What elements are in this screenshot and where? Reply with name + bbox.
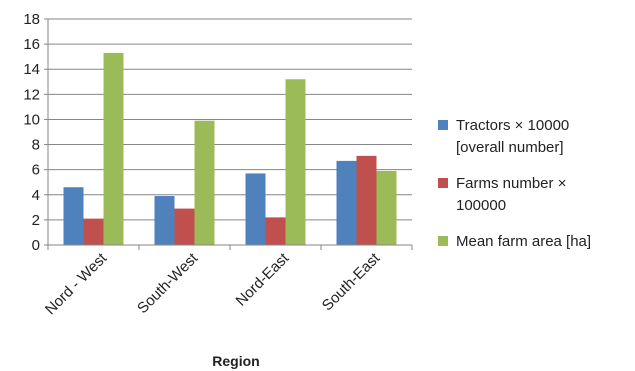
x-tick-label: Nord - West: [42, 249, 111, 318]
y-tick-label: 4: [32, 187, 40, 204]
x-axis-ticks: Nord - West South-West Nord-East South-East: [42, 245, 413, 318]
y-tick-label: 6: [32, 162, 40, 179]
y-tick-label: 14: [23, 61, 40, 78]
legend-swatch-farms: [438, 178, 448, 188]
legend-label-farms: Farms number × 100000: [456, 175, 567, 214]
y-tick-label: 2: [32, 212, 40, 229]
bar: [245, 173, 266, 245]
legend-item-farms: Farms number × 100000: [438, 173, 628, 217]
x-axis-label: Region: [212, 353, 259, 369]
bar: [336, 160, 357, 245]
legend-swatch-tractors: [438, 120, 448, 130]
x-tick-label: Nord-East: [233, 249, 293, 309]
y-tick-label: 0: [32, 237, 40, 254]
bar: [154, 196, 175, 245]
bar: [285, 79, 306, 246]
y-axis-ticks: 0 2 4 6 8 10 12 14 16 18: [23, 11, 48, 254]
bar: [103, 52, 124, 246]
bars: [63, 52, 397, 246]
legend-item-tractors: Tractors × 10000 [overall number]: [438, 115, 628, 159]
y-tick-label: 12: [23, 86, 40, 103]
y-tick-label: 10: [23, 111, 40, 128]
bar: [63, 187, 84, 245]
x-tick-label: South-West: [134, 249, 202, 317]
legend: Tractors × 10000 [overall number] Farms …: [438, 115, 628, 267]
y-tick-label: 16: [23, 36, 40, 53]
legend-swatch-mean-farm-area: [438, 236, 448, 246]
legend-label-mean-farm-area: Mean farm area [ha]: [456, 233, 592, 250]
y-tick-label: 8: [32, 137, 40, 154]
bar: [265, 217, 286, 245]
legend-label-tractors: Tractors × 10000 [overall number]: [456, 117, 570, 156]
x-tick-label: South-East: [319, 249, 384, 314]
bar: [83, 218, 104, 245]
bar: [356, 155, 377, 245]
y-tick-label: 18: [23, 11, 40, 28]
bar: [174, 208, 195, 245]
legend-item-mean-farm-area: Mean farm area [ha]: [438, 231, 628, 253]
bar: [194, 120, 215, 245]
bar: [376, 170, 397, 245]
